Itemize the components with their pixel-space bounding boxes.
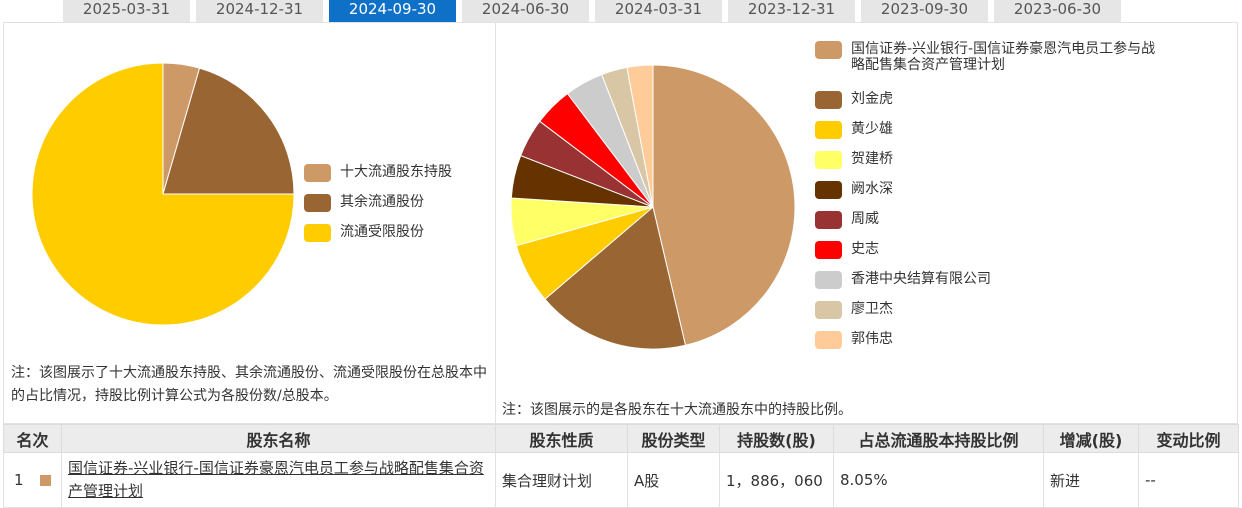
legend-label: 廖卫杰	[851, 301, 893, 317]
pie-slice-1[interactable]	[544, 206, 687, 349]
legend-label: 周威	[851, 211, 879, 227]
tab-2024-09-30[interactable]: 2024-09-30	[329, 0, 456, 22]
table-header-row: 名次 股东名称 股东性质 股份类型 持股数(股) 占总流通股本持股比例 增减(股…	[3, 424, 1239, 453]
holder-name-link[interactable]: 国信证券-兴业银行-国信证券豪恩汽电员工参与战略配售集合资产管理计划	[68, 459, 484, 500]
top10-holders-legend: 国信证券-兴业银行-国信证券豪恩汽电员工参与战略配售集合资产管理计划 刘金虎 黄…	[815, 41, 1165, 361]
tab-2024-12-31[interactable]: 2024-12-31	[196, 0, 323, 22]
legend-item-holder: 廖卫杰	[815, 301, 1165, 331]
header-share-type: 股份类型	[627, 424, 720, 453]
header-rank: 名次	[3, 424, 62, 453]
legend-item-holder: 史志	[815, 241, 1165, 271]
holder-name-cell: 国信证券-兴业银行-国信证券豪恩汽电员工参与战略配售集合资产管理计划	[61, 452, 496, 508]
legend-item-top10: 十大流通股东持股	[304, 164, 452, 194]
legend-item-restricted: 流通受限股份	[304, 224, 452, 254]
share-structure-panel: 十大流通股东持股 其余流通股份 流通受限股份 注：该图展示了十大流通股东持股、其…	[3, 22, 496, 424]
holder-nature-cell: 集合理财计划	[495, 452, 628, 508]
legend-swatch	[304, 164, 331, 182]
legend-item-holder: 国信证券-兴业银行-国信证券豪恩汽电员工参与战略配售集合资产管理计划	[815, 41, 1165, 91]
legend-item-other: 其余流通股份	[304, 194, 452, 224]
legend-swatch	[815, 331, 842, 349]
legend-label: 香港中央结算有限公司	[851, 271, 991, 287]
holders-table: 名次 股东名称 股东性质 股份类型 持股数(股) 占总流通股本持股比例 增减(股…	[3, 424, 1239, 508]
legend-label: 史志	[851, 241, 879, 257]
legend-swatch	[304, 194, 331, 212]
legend-item-holder: 周威	[815, 211, 1165, 241]
rank-color-swatch	[40, 475, 52, 486]
pie-slice-9[interactable]	[626, 65, 654, 208]
legend-item-holder: 贺建桥	[815, 151, 1165, 181]
legend-swatch	[815, 181, 842, 199]
legend-label: 其余流通股份	[340, 194, 424, 210]
tab-2025-03-31[interactable]: 2025-03-31	[63, 0, 190, 22]
legend-swatch	[815, 41, 842, 59]
top10-holders-pie	[511, 65, 795, 349]
change-cell: 新进	[1043, 452, 1139, 508]
share-structure-note: 注：该图展示了十大流通股东持股、其余流通股份、流通受限股份在总股本中的占比情况，…	[11, 365, 487, 404]
share-type-cell: A股	[627, 452, 720, 508]
legend-item-holder: 刘金虎	[815, 91, 1165, 121]
legend-item-holder: 阙水深	[815, 181, 1165, 211]
header-change-ratio: 变动比例	[1138, 424, 1239, 453]
top10-holders-panel: 国信证券-兴业银行-国信证券豪恩汽电员工参与战略配售集合资产管理计划 刘金虎 黄…	[495, 22, 1238, 424]
legend-swatch	[304, 224, 331, 242]
share-structure-pie	[32, 63, 294, 325]
tab-2023-09-30[interactable]: 2023-09-30	[861, 0, 988, 22]
ratio-cell: 8.05%	[833, 452, 1044, 508]
legend-swatch	[815, 271, 842, 289]
change-ratio-cell: --	[1138, 452, 1239, 508]
header-holder-name: 股东名称	[61, 424, 496, 453]
legend-label: 黄少雄	[851, 121, 893, 137]
legend-item-holder: 香港中央结算有限公司	[815, 271, 1165, 301]
legend-swatch	[815, 151, 842, 169]
holding-cell: 1，886，060	[719, 452, 834, 508]
header-holder-nature: 股东性质	[495, 424, 628, 453]
legend-item-holder: 黄少雄	[815, 121, 1165, 151]
table-row: 1 国信证券-兴业银行-国信证券豪恩汽电员工参与战略配售集合资产管理计划 集合理…	[3, 452, 1239, 508]
share-structure-legend: 十大流通股东持股 其余流通股份 流通受限股份	[304, 164, 452, 254]
header-holding: 持股数(股)	[719, 424, 834, 453]
legend-label: 十大流通股东持股	[340, 164, 452, 180]
legend-swatch	[815, 91, 842, 109]
rank-number: 1	[14, 471, 24, 489]
tab-2023-06-30[interactable]: 2023-06-30	[994, 0, 1121, 22]
legend-label: 流通受限股份	[340, 224, 424, 240]
legend-label: 刘金虎	[851, 91, 893, 107]
pie-slice-1[interactable]	[162, 67, 294, 195]
legend-swatch	[815, 121, 842, 139]
tab-2023-12-31[interactable]: 2023-12-31	[728, 0, 855, 22]
tab-2024-03-31[interactable]: 2024-03-31	[595, 0, 722, 22]
legend-swatch	[815, 241, 842, 259]
rank-cell: 1	[3, 452, 62, 508]
pie-slice-0[interactable]	[652, 65, 795, 346]
legend-label: 国信证券-兴业银行-国信证券豪恩汽电员工参与战略配售集合资产管理计划	[851, 41, 1156, 73]
header-ratio: 占总流通股本持股比例	[833, 424, 1044, 453]
legend-label: 阙水深	[851, 181, 893, 197]
legend-swatch	[815, 301, 842, 319]
tab-2024-06-30[interactable]: 2024-06-30	[462, 0, 589, 22]
legend-label: 郭伟忠	[851, 331, 893, 347]
pie-slice-2[interactable]	[32, 63, 294, 325]
header-change: 增减(股)	[1043, 424, 1139, 453]
legend-swatch	[815, 211, 842, 229]
period-tabs: 2025-03-31 2024-12-31 2024-09-30 2024-06…	[63, 0, 1127, 22]
top10-holders-note: 注：该图展示的是各股东在十大流通股东中的持股比例。	[502, 402, 852, 418]
legend-item-holder: 郭伟忠	[815, 331, 1165, 361]
legend-label: 贺建桥	[851, 151, 893, 167]
